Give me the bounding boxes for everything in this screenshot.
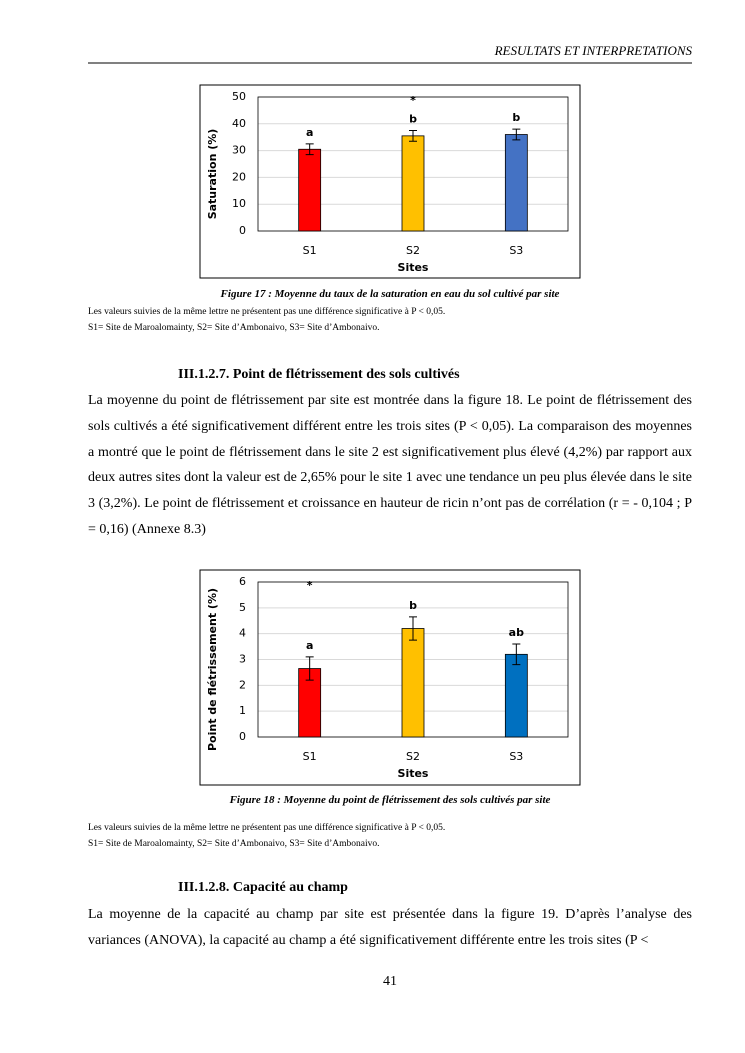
- significance-letter: a: [306, 126, 313, 139]
- y-tick-label: 10: [232, 197, 246, 210]
- y-tick-label: 0: [239, 224, 246, 237]
- section-heading: III.1.2.8. Capacité au champ: [178, 880, 348, 895]
- y-tick-label: 40: [232, 117, 246, 130]
- x-tick-label: S2: [406, 244, 420, 257]
- significance-star: *: [410, 94, 416, 107]
- x-axis-label: Sites: [398, 261, 429, 274]
- figure-caption: Figure 17 : Moyenne du taux de la satura…: [220, 288, 560, 300]
- figure-note: Les valeurs suivies de la même lettre ne…: [88, 823, 446, 833]
- section-heading: III.1.2.7. Point de flétrissement des so…: [178, 367, 460, 382]
- y-tick-label: 3: [239, 653, 246, 666]
- x-tick-label: S1: [303, 750, 317, 763]
- significance-letter: ab: [509, 626, 524, 639]
- significance-letter: a: [306, 639, 313, 652]
- y-tick-label: 1: [239, 704, 246, 717]
- error-bar: [409, 130, 417, 142]
- figure-note: S1= Site de Maroalomainty, S2= Site d’Am…: [88, 323, 380, 333]
- page-number: 41: [383, 974, 397, 989]
- bar: [401, 135, 425, 232]
- error-bar: [512, 643, 521, 666]
- bar: [504, 653, 528, 738]
- y-tick-label: 0: [239, 730, 246, 743]
- y-tick-label: 2: [239, 678, 246, 691]
- x-tick-label: S2: [406, 750, 420, 763]
- significance-letter: b: [409, 599, 417, 612]
- header-title: RESULTATS ET INTERPRETATIONS: [494, 43, 692, 58]
- error-bar: [409, 616, 417, 641]
- y-tick-label: 4: [239, 627, 246, 640]
- y-axis-label: Saturation (%): [206, 129, 219, 220]
- y-tick-label: 5: [239, 601, 246, 614]
- chart-frame: [199, 84, 581, 279]
- figure-caption: Figure 18 : Moyenne du point de flétriss…: [229, 794, 551, 806]
- significance-star: *: [307, 579, 313, 592]
- significance-letter: b: [512, 111, 520, 124]
- figure-note: Les valeurs suivies de la même lettre ne…: [88, 307, 446, 317]
- error-bar: [305, 143, 314, 156]
- bar: [401, 628, 425, 738]
- x-axis-label: Sites: [398, 767, 429, 780]
- paragraph: La moyenne du point de flétrissement par…: [88, 393, 692, 537]
- bar: [504, 134, 528, 232]
- y-tick-label: 6: [239, 575, 246, 588]
- error-bar: [512, 128, 521, 141]
- x-tick-label: S3: [509, 750, 523, 763]
- error-bar: [305, 656, 314, 681]
- x-tick-label: S3: [509, 244, 523, 257]
- y-axis-label: Point de flétrissement (%): [206, 588, 219, 751]
- y-tick-label: 20: [232, 170, 246, 183]
- x-tick-label: S1: [303, 244, 317, 257]
- y-tick-label: 50: [232, 90, 246, 103]
- y-tick-label: 30: [232, 144, 246, 157]
- chart-frame: [199, 569, 581, 786]
- figure-note: S1= Site de Maroalomainty, S2= Site d’Am…: [88, 839, 380, 849]
- significance-letter: b: [409, 113, 417, 126]
- bar: [298, 148, 322, 232]
- paragraph: La moyenne de la capacité au champ par s…: [88, 907, 692, 948]
